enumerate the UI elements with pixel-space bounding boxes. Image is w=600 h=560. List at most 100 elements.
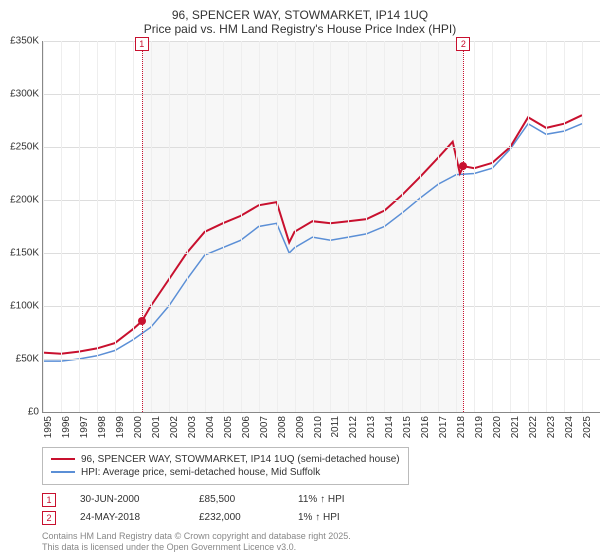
- x-axis-label: 2025: [582, 416, 593, 438]
- x-axis-label: 2013: [366, 416, 377, 438]
- gridline: [43, 200, 600, 201]
- x-axis-label: 2000: [133, 416, 144, 438]
- transaction-marker-line: [142, 41, 143, 412]
- x-gridline: [474, 41, 475, 412]
- x-gridline: [295, 41, 296, 412]
- transaction-row: 224-MAY-2018£232,0001% ↑ HPI: [42, 511, 596, 525]
- x-axis-label: 2024: [564, 416, 575, 438]
- x-axis-label: 2003: [187, 416, 198, 438]
- x-gridline: [528, 41, 529, 412]
- x-axis-label: 2002: [169, 416, 180, 438]
- legend-box: 96, SPENCER WAY, STOWMARKET, IP14 1UQ (s…: [42, 447, 409, 485]
- x-axis-label: 1999: [115, 416, 126, 438]
- transaction-vs-hpi: 11% ↑ HPI: [298, 494, 345, 505]
- y-axis-label: £0: [28, 406, 43, 417]
- x-gridline: [79, 41, 80, 412]
- gridline: [43, 359, 600, 360]
- x-gridline: [43, 41, 44, 412]
- x-gridline: [510, 41, 511, 412]
- x-axis-label: 2011: [330, 416, 341, 438]
- x-gridline: [205, 41, 206, 412]
- transaction-price: £232,000: [199, 512, 274, 523]
- line-series-svg: [43, 41, 600, 412]
- gridline: [43, 306, 600, 307]
- x-gridline: [223, 41, 224, 412]
- x-gridline: [438, 41, 439, 412]
- y-axis-label: £250K: [10, 141, 43, 152]
- transaction-dot: [138, 317, 146, 325]
- legend: 96, SPENCER WAY, STOWMARKET, IP14 1UQ (s…: [42, 447, 596, 485]
- transaction-marker-label: 2: [456, 37, 470, 51]
- legend-label: 96, SPENCER WAY, STOWMARKET, IP14 1UQ (s…: [81, 454, 400, 465]
- chart-title-address: 96, SPENCER WAY, STOWMARKET, IP14 1UQ: [4, 8, 596, 22]
- legend-swatch: [51, 471, 75, 473]
- x-gridline: [241, 41, 242, 412]
- x-gridline: [402, 41, 403, 412]
- x-axis-label: 2023: [546, 416, 557, 438]
- x-gridline: [169, 41, 170, 412]
- legend-row: HPI: Average price, semi-detached house,…: [51, 467, 400, 478]
- transaction-marker-label: 1: [135, 37, 149, 51]
- footer-line: This data is licensed under the Open Gov…: [42, 542, 596, 553]
- x-axis-label: 2010: [313, 416, 324, 438]
- legend-row: 96, SPENCER WAY, STOWMARKET, IP14 1UQ (s…: [51, 454, 400, 465]
- x-axis-label: 2016: [420, 416, 431, 438]
- transaction-vs-hpi: 1% ↑ HPI: [298, 512, 340, 523]
- y-axis-label: £150K: [10, 247, 43, 258]
- x-gridline: [187, 41, 188, 412]
- transaction-date: 30-JUN-2000: [80, 494, 175, 505]
- x-axis-label: 2005: [223, 416, 234, 438]
- transaction-number-icon: 1: [42, 493, 56, 507]
- y-axis-label: £200K: [10, 194, 43, 205]
- x-axis-label: 2017: [438, 416, 449, 438]
- x-axis-label: 2012: [348, 416, 359, 438]
- x-axis-label: 2020: [492, 416, 503, 438]
- x-gridline: [97, 41, 98, 412]
- x-gridline: [277, 41, 278, 412]
- y-axis-label: £50K: [16, 353, 43, 364]
- x-axis-label: 2015: [402, 416, 413, 438]
- x-gridline: [259, 41, 260, 412]
- chart-title-subtitle: Price paid vs. HM Land Registry's House …: [4, 22, 596, 36]
- footer-line: Contains HM Land Registry data © Crown c…: [42, 531, 596, 542]
- footer-attribution: Contains HM Land Registry data © Crown c…: [42, 531, 596, 553]
- legend-label: HPI: Average price, semi-detached house,…: [81, 467, 320, 478]
- x-axis-label: 1995: [43, 416, 54, 438]
- x-axis-label: 1996: [61, 416, 72, 438]
- x-gridline: [546, 41, 547, 412]
- gridline: [43, 94, 600, 95]
- x-gridline: [133, 41, 134, 412]
- gridline: [43, 253, 600, 254]
- chart-container: 96, SPENCER WAY, STOWMARKET, IP14 1UQ Pr…: [0, 0, 600, 560]
- y-axis-label: £100K: [10, 300, 43, 311]
- x-axis-label: 2021: [510, 416, 521, 438]
- x-gridline: [564, 41, 565, 412]
- transaction-dot: [459, 162, 467, 170]
- x-gridline: [420, 41, 421, 412]
- plot-area: £0£50K£100K£150K£200K£250K£300K£350K1995…: [42, 41, 600, 413]
- title-block: 96, SPENCER WAY, STOWMARKET, IP14 1UQ Pr…: [4, 8, 596, 37]
- transaction-marker-line: [463, 41, 464, 412]
- transaction-row: 1 30-JUN-2000 £85,500 11% ↑ HPI: [42, 493, 596, 507]
- x-axis-label: 2019: [474, 416, 485, 438]
- x-gridline: [313, 41, 314, 412]
- x-gridline: [366, 41, 367, 412]
- gridline: [43, 147, 600, 148]
- transaction-price: £85,500: [199, 494, 274, 505]
- x-gridline: [115, 41, 116, 412]
- x-gridline: [151, 41, 152, 412]
- x-gridline: [330, 41, 331, 412]
- x-gridline: [582, 41, 583, 412]
- x-gridline: [348, 41, 349, 412]
- x-axis-label: 2018: [456, 416, 467, 438]
- x-gridline: [384, 41, 385, 412]
- y-axis-label: £300K: [10, 88, 43, 99]
- x-axis-label: 2014: [384, 416, 395, 438]
- x-axis-label: 2006: [241, 416, 252, 438]
- x-axis-label: 1997: [79, 416, 90, 438]
- legend-swatch: [51, 458, 75, 460]
- x-axis-label: 2001: [151, 416, 162, 438]
- transactions-table: 130-JUN-2000£85,50011% ↑ HPI224-MAY-2018…: [42, 493, 596, 525]
- x-axis-label: 2008: [277, 416, 288, 438]
- x-axis-label: 1998: [97, 416, 108, 438]
